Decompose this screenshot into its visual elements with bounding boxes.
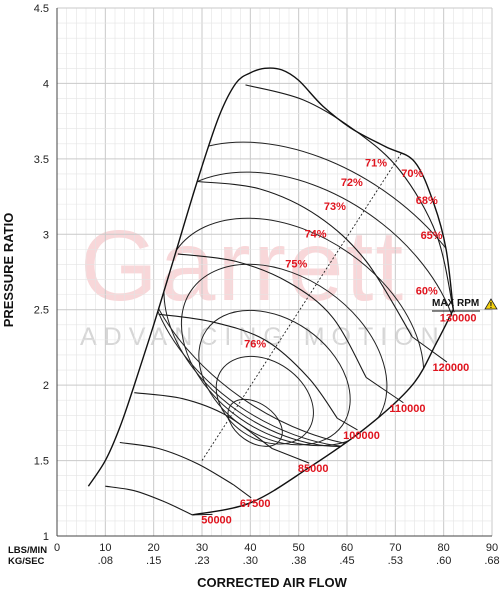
x-tick-label-lbs: 60 [341,542,353,554]
y-tick-label: 1 [43,531,49,543]
x-tick-label-lbs: 20 [148,542,160,554]
speed-leader [271,448,310,464]
speed-leader [411,336,448,363]
speed-label: 120000 [433,362,470,374]
x-tick-label-lbs: 80 [438,542,450,554]
speed-labels: 50000 67500 85000 100000 110000 120000 130000 [201,312,476,526]
speed-line [158,313,338,419]
x-tick-label-lbs: 50 [293,542,305,554]
y-axis-title: PRESSURE RATIO [1,213,16,328]
speed-line [119,441,234,486]
speed-label: 67500 [240,498,271,510]
y-tick-label: 3.5 [34,154,49,166]
y-tick-label: 2.5 [34,305,49,317]
max-rpm-label: MAX RPM [432,298,479,309]
x-tick-label-lbs: 40 [244,542,256,554]
efficiency-label: 72% [341,177,363,189]
x-tick-label-kg: .45 [339,555,354,567]
speed-label: 100000 [343,430,380,442]
y-tick-label: 2 [43,380,49,392]
efficiency-label: 76% [244,338,266,350]
y-tick-label: 1.5 [34,456,49,468]
speed-line [197,180,413,338]
x-tick-label-kg: .53 [388,555,403,567]
speed-label: 130000 [440,312,477,324]
efficiency-label: 68% [416,195,438,207]
x-tick-label-kg: .30 [243,555,258,567]
speed-label: 110000 [389,403,425,415]
x-tick-label-kg: .60 [436,555,451,567]
speed-line [245,84,454,310]
axes: 1 1.5 2 2.5 3 3.5 4 4.5 0 10 20 30 40 50 60 70 80 90 .08 .1… [34,3,500,567]
x-tick-label-kg: .15 [146,555,161,567]
y-tick-label: 3 [43,229,49,241]
x-row-label-lbs: LBS/MIN [8,545,47,556]
x-tick-label-lbs: 70 [389,542,401,554]
warning-icon-glyph: ! [490,301,493,310]
x-axis-title: CORRECTED AIR FLOW [197,575,347,590]
efficiency-island [215,355,314,445]
x-tick-label-lbs: 30 [196,542,208,554]
x-tick-label-lbs: 0 [54,542,60,554]
efficiency-label: 74% [305,228,327,240]
x-tick-label-kg: .08 [98,555,113,567]
speed-leader [233,484,252,499]
speed-label: 50000 [201,514,232,526]
choke-line [192,309,454,516]
efficiency-label: 70% [401,168,423,180]
y-tick-label: 4 [43,78,49,90]
map-boundary [87,67,454,516]
x-tick-label-kg: .38 [291,555,306,567]
efficiency-label: 60% [416,286,438,298]
speed-line [105,485,193,516]
speed-leader [337,417,358,431]
speed-line [134,392,273,449]
surge-line [87,67,454,487]
watermark-brand: Garrett [80,210,405,322]
efficiency-label: 75% [285,258,307,270]
efficiency-labels: 76% 75% 74% 73% 72%71% 70% 68% 65% 60% [244,157,443,350]
warning-icon [484,298,498,310]
speed-label: 85000 [298,463,329,475]
y-tick-label: 4.5 [34,3,49,15]
x-tick-label-lbs: 90 [486,542,498,554]
efficiency-label: 65% [421,230,443,242]
speed-line [177,253,367,378]
speed-leader [366,377,404,404]
speed-lines [105,84,455,516]
x-tick-label-lbs: 10 [99,542,111,554]
efficiency-label: 73% [324,201,346,213]
max-rpm-marker: MAX RPM ! [432,298,498,312]
x-tick-label-kg: .68 [484,555,499,567]
x-row-label-kg: KG/SEC [8,556,45,567]
x-tick-label-kg: .23 [194,555,209,567]
efficiency-label: 71% [365,157,387,169]
efficiency-ridge [201,151,403,461]
